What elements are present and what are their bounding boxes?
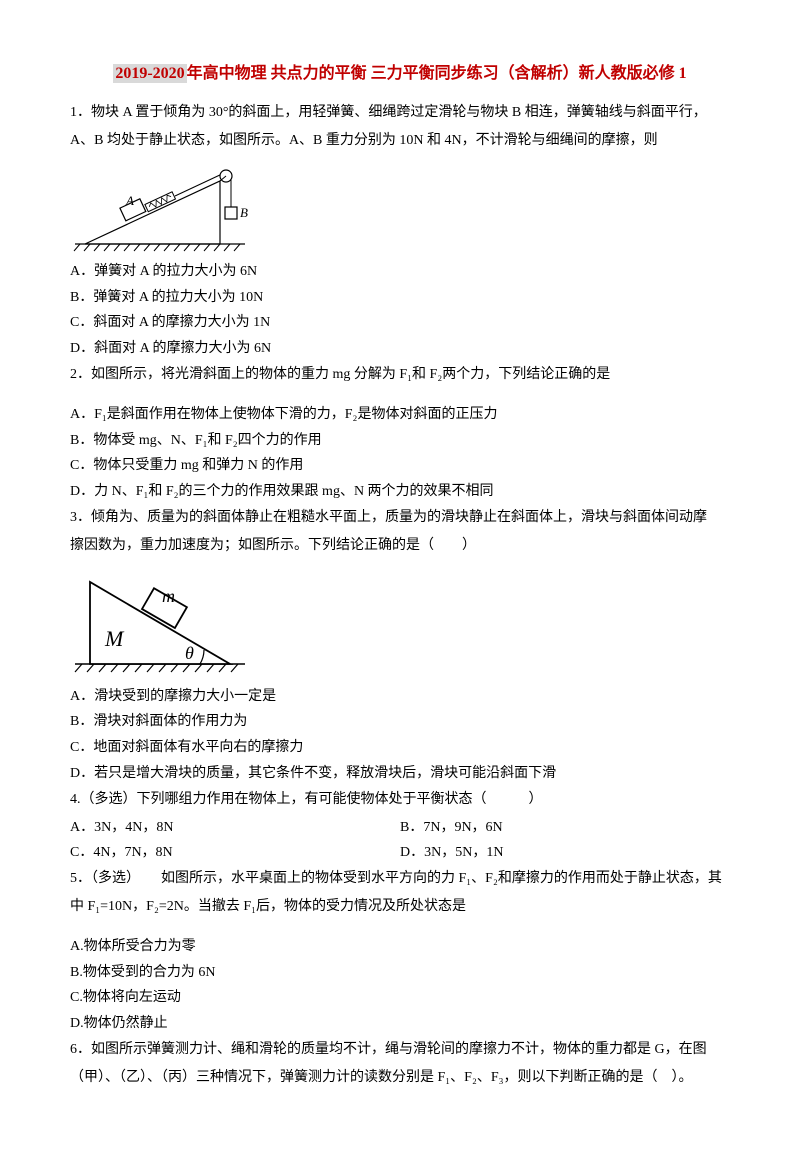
q5-opt-d: D.物体仍然静止 [70,1012,730,1036]
q5-opt-b: B.物体受到的合力为 6N [70,961,730,985]
q1-opt-b: B．弹簧对 A 的拉力大小为 10N [70,286,730,310]
title-rest: 年高中物理 共点力的平衡 三力平衡同步练习（含解析）新人教版必修 1 [187,65,687,82]
q3-opt-c: C．地面对斜面体有水平向右的摩擦力 [70,736,730,760]
q4-opt-a: A．3N，4N，8N [70,816,400,840]
q1-opt-a: A．弹簧对 A 的拉力大小为 6N [70,260,730,284]
q5-stem2: 中 F₁=10N，F₂=2N。当撤去 F₁后，物体的受力情况及所处状态是 [70,895,730,919]
q4-stem: 4.（多选）下列哪组力作用在物体上，有可能使物体处于平衡状态（ ） [70,788,730,812]
q5-opt-a: A.物体所受合力为零 [70,935,730,959]
q1-figure: A B [70,159,730,254]
q4-opt-c: C．4N，7N，8N [70,841,400,865]
q2-opt-b: B．物体受 mg、N、F₁和 F₂四个力的作用 [70,429,730,453]
page-title: 2019-2020年高中物理 共点力的平衡 三力平衡同步练习（含解析）新人教版必… [70,60,730,87]
q3-stem2: 擦因数为，重力加速度为；如图所示。下列结论正确的是（ ） [70,534,730,558]
q1-stem1: 1．物块 A 置于倾角为 30°的斜面上，用轻弹簧、细绳跨过定滑轮与物块 B 相… [70,101,730,125]
q1-label-a: A [125,193,134,208]
q4-opt-b: B．7N，9N，6N [400,816,730,840]
q3-opt-a: A．滑块受到的摩擦力大小一定是 [70,685,730,709]
q5-stem1: 5．（多选） 如图所示，水平桌面上的物体受到水平方向的力 F₁、F₂和摩擦力的作… [70,867,730,891]
q3-label-M: M [104,626,125,651]
title-year: 2019-2020 [113,64,186,83]
q2-stem: 2．如图所示，将光滑斜面上的物体的重力 mg 分解为 F₁和 F₂两个力，下列结… [70,363,730,387]
q3-figure: m M θ [70,564,730,679]
q3-opt-b: B．滑块对斜面体的作用力为 [70,710,730,734]
q1-label-b: B [240,205,248,220]
q2-opt-a: A．F₁是斜面作用在物体上使物体下滑的力，F₂是物体对斜面的正压力 [70,403,730,427]
q3-label-m: m [162,586,175,606]
q1-stem2: A、B 均处于静止状态，如图所示。A、B 重力分别为 10N 和 4N，不计滑轮… [70,129,730,153]
q1-opt-d: D．斜面对 A 的摩擦力大小为 6N [70,337,730,361]
q2-opt-d: D．力 N、F₁和 F₂的三个力的作用效果跟 mg、N 两个力的效果不相同 [70,480,730,504]
q3-opt-d: D．若只是增大滑块的质量，其它条件不变，释放滑块后，滑块可能沿斜面下滑 [70,762,730,786]
q3-label-theta: θ [185,643,194,663]
q6-stem1: 6．如图所示弹簧测力计、绳和滑轮的质量均不计，绳与滑轮间的摩擦力不计，物体的重力… [70,1038,730,1062]
q6-stem2: （甲）、（乙）、（丙）三种情况下，弹簧测力计的读数分别是 F₁、F₂、F₃，则以… [70,1066,730,1090]
q5-opt-c: C.物体将向左运动 [70,986,730,1010]
q2-opt-c: C．物体只受重力 mg 和弹力 N 的作用 [70,454,730,478]
q4-opt-d: D．3N，5N，1N [400,841,730,865]
q1-opt-c: C．斜面对 A 的摩擦力大小为 1N [70,311,730,335]
q3-stem1: 3．倾角为、质量为的斜面体静止在粗糙水平面上，质量为的滑块静止在斜面体上，滑块与… [70,506,730,530]
